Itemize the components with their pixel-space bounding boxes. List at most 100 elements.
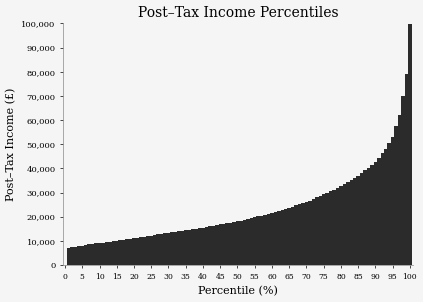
Bar xyxy=(167,233,170,265)
Bar xyxy=(398,115,401,265)
Bar xyxy=(353,178,357,265)
Bar xyxy=(329,191,332,265)
Bar xyxy=(215,225,219,265)
Bar xyxy=(232,222,236,265)
Bar xyxy=(225,223,229,265)
Bar xyxy=(146,236,150,265)
Bar xyxy=(298,204,301,265)
Bar xyxy=(88,245,91,265)
Bar xyxy=(325,193,329,265)
Bar xyxy=(91,244,94,265)
Bar xyxy=(84,245,88,265)
Bar xyxy=(305,202,308,265)
Bar xyxy=(315,198,319,265)
Bar xyxy=(184,230,187,265)
Bar xyxy=(136,238,139,265)
Bar xyxy=(150,236,153,265)
Bar xyxy=(122,240,125,265)
Bar xyxy=(208,226,212,265)
Bar xyxy=(387,143,391,265)
Bar xyxy=(384,149,387,265)
Bar xyxy=(250,218,253,265)
Bar xyxy=(374,162,377,265)
Bar xyxy=(408,24,412,265)
Bar xyxy=(108,242,112,265)
Bar xyxy=(243,220,246,265)
Bar xyxy=(105,242,108,265)
Bar xyxy=(367,168,370,265)
Bar xyxy=(212,226,215,265)
Bar xyxy=(160,234,163,265)
Bar xyxy=(360,173,363,265)
Bar xyxy=(201,227,205,265)
Bar xyxy=(377,158,381,265)
Bar xyxy=(284,209,288,265)
Bar xyxy=(274,212,277,265)
Bar xyxy=(198,228,201,265)
Bar xyxy=(112,241,115,265)
Title: Post–Tax Income Percentiles: Post–Tax Income Percentiles xyxy=(138,5,339,20)
Bar xyxy=(125,239,129,265)
Bar xyxy=(129,239,132,265)
Bar xyxy=(308,201,312,265)
Bar xyxy=(301,203,305,265)
Bar xyxy=(74,246,77,265)
Bar xyxy=(115,241,118,265)
Bar xyxy=(191,229,194,265)
Bar xyxy=(181,231,184,265)
Bar xyxy=(70,247,74,265)
Bar xyxy=(239,221,243,265)
Bar xyxy=(153,235,157,265)
Bar xyxy=(67,248,70,265)
Bar xyxy=(363,170,367,265)
Bar xyxy=(270,213,274,265)
Bar xyxy=(370,165,374,265)
Bar xyxy=(98,243,101,265)
Bar xyxy=(205,227,208,265)
Bar xyxy=(229,223,232,265)
Bar xyxy=(322,194,325,265)
Bar xyxy=(381,153,384,265)
Bar xyxy=(288,207,291,265)
Bar xyxy=(339,186,343,265)
Bar xyxy=(260,216,264,265)
Bar xyxy=(139,237,143,265)
Bar xyxy=(343,184,346,265)
Bar xyxy=(132,238,136,265)
Bar xyxy=(77,246,80,265)
Bar xyxy=(94,243,98,265)
Bar xyxy=(394,126,398,265)
Bar xyxy=(349,180,353,265)
Bar xyxy=(391,137,394,265)
Bar xyxy=(357,175,360,265)
Bar xyxy=(174,232,177,265)
Bar xyxy=(332,190,336,265)
Bar xyxy=(401,96,405,265)
Bar xyxy=(405,74,408,265)
Bar xyxy=(264,215,267,265)
Bar xyxy=(222,224,225,265)
Bar xyxy=(143,237,146,265)
Bar xyxy=(256,217,260,265)
Bar xyxy=(219,224,222,265)
Bar xyxy=(163,233,167,265)
Bar xyxy=(101,243,105,265)
Bar xyxy=(319,196,322,265)
Bar xyxy=(194,229,198,265)
Bar xyxy=(336,188,339,265)
Bar xyxy=(291,207,294,265)
Bar xyxy=(187,230,191,265)
Bar xyxy=(280,210,284,265)
Bar xyxy=(118,240,122,265)
X-axis label: Percentile (%): Percentile (%) xyxy=(198,286,278,297)
Bar xyxy=(236,221,239,265)
Bar xyxy=(80,246,84,265)
Bar xyxy=(277,211,280,265)
Y-axis label: Post–Tax Income (£): Post–Tax Income (£) xyxy=(5,88,16,201)
Bar xyxy=(312,199,315,265)
Bar xyxy=(346,182,349,265)
Bar xyxy=(170,232,174,265)
Bar xyxy=(177,231,181,265)
Bar xyxy=(253,217,256,265)
Bar xyxy=(246,219,250,265)
